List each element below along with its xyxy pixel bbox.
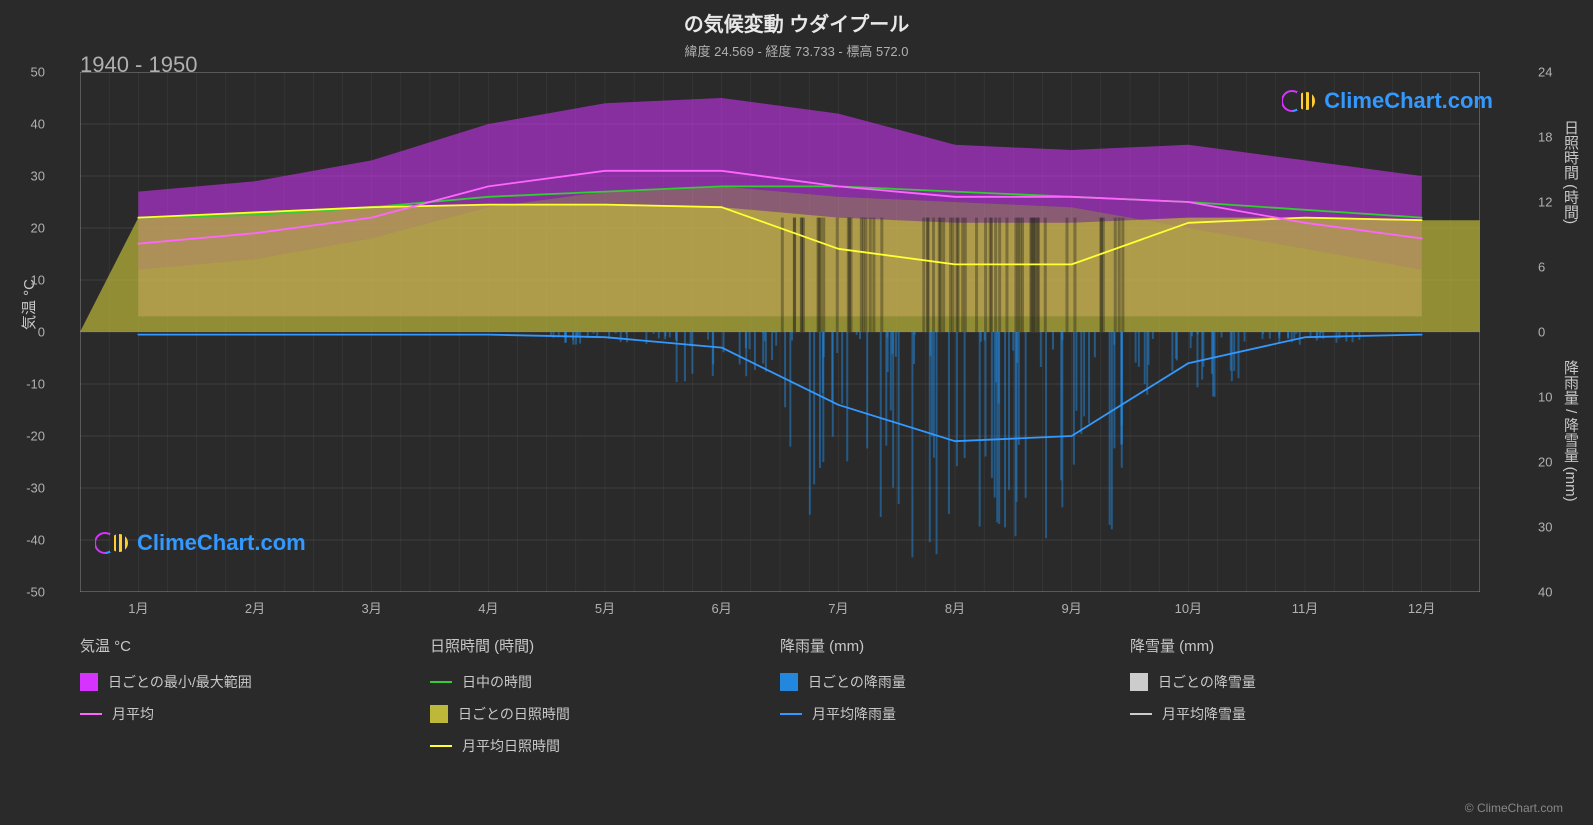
- legend-header: 気温 °C: [80, 635, 430, 656]
- legend-label: 日ごとの降雨量: [808, 672, 906, 692]
- legend-line-icon: [430, 745, 452, 747]
- y-tick-left: 20: [31, 221, 45, 236]
- y-tick-right: 0: [1538, 325, 1545, 340]
- legend-label: 日ごとの降雪量: [1158, 672, 1256, 692]
- plot-area: [80, 72, 1480, 592]
- y-tick-left: -10: [26, 377, 45, 392]
- legend-label: 月平均日照時間: [462, 736, 560, 756]
- legend-item: 月平均: [80, 704, 430, 724]
- y-tick-left: 50: [31, 65, 45, 80]
- y-tick-right: 30: [1538, 520, 1552, 535]
- legend-label: 日ごとの日照時間: [458, 704, 570, 724]
- legend-header: 降雪量 (mm): [1130, 635, 1480, 656]
- legend-label: 月平均: [112, 704, 154, 724]
- climate-chart: の気候変動 ウダイプール 緯度 24.569 - 経度 73.733 - 標高 …: [0, 0, 1593, 825]
- legend-col-sunshine: 日照時間 (時間) 日中の時間日ごとの日照時間月平均日照時間: [430, 635, 780, 768]
- y-tick-left: 40: [31, 117, 45, 132]
- x-tick: 10月: [1175, 598, 1202, 617]
- legend-item: 月平均降雨量: [780, 704, 1130, 724]
- watermark-text: ClimeChart.com: [137, 530, 306, 556]
- legend-item: 日ごとの降雪量: [1130, 672, 1480, 692]
- legend-item: 日ごとの日照時間: [430, 704, 780, 724]
- chart-subtitle: 緯度 24.569 - 経度 73.733 - 標高 572.0: [0, 37, 1593, 60]
- legend-label: 日中の時間: [462, 672, 532, 692]
- plot-svg: [80, 72, 1480, 592]
- x-tick: 3月: [362, 598, 382, 617]
- legend: 気温 °C 日ごとの最小/最大範囲月平均 日照時間 (時間) 日中の時間日ごとの日照…: [80, 635, 1480, 768]
- y-tick-left: 10: [31, 273, 45, 288]
- x-tick: 9月: [1062, 598, 1082, 617]
- x-tick: 6月: [712, 598, 732, 617]
- y-axis-right-bottom-label: 降雨量 / 降雪量 (mm): [1560, 360, 1581, 502]
- attribution: © ClimeChart.com: [1465, 801, 1563, 815]
- x-tick: 4月: [478, 598, 498, 617]
- x-tick: 8月: [945, 598, 965, 617]
- y-tick-left: -40: [26, 533, 45, 548]
- watermark-text: ClimeChart.com: [1324, 88, 1493, 114]
- legend-swatch-icon: [1130, 673, 1148, 691]
- y-tick-right: 18: [1538, 130, 1552, 145]
- legend-label: 月平均降雨量: [812, 704, 896, 724]
- legend-item: 日中の時間: [430, 672, 780, 692]
- y-tick-left: 30: [31, 169, 45, 184]
- y-tick-right: 40: [1538, 585, 1552, 600]
- x-tick: 2月: [245, 598, 265, 617]
- x-tick: 1月: [128, 598, 148, 617]
- x-tick: 7月: [828, 598, 848, 617]
- y-tick-left: 0: [38, 325, 45, 340]
- legend-header: 降雨量 (mm): [780, 635, 1130, 656]
- legend-item: 月平均降雪量: [1130, 704, 1480, 724]
- legend-col-snow: 降雪量 (mm) 日ごとの降雪量月平均降雪量: [1130, 635, 1480, 768]
- legend-line-icon: [430, 681, 452, 683]
- legend-swatch-icon: [780, 673, 798, 691]
- chart-title: の気候変動 ウダイプール: [0, 0, 1593, 37]
- legend-header: 日照時間 (時間): [430, 635, 780, 656]
- legend-swatch-icon: [80, 673, 98, 691]
- legend-swatch-icon: [430, 705, 448, 723]
- y-axis-right-top-label: 日照時間 (時間): [1560, 120, 1581, 224]
- legend-col-rain: 降雨量 (mm) 日ごとの降雨量月平均降雨量: [780, 635, 1130, 768]
- climechart-logo-icon: [1282, 88, 1318, 114]
- legend-item: 日ごとの最小/最大範囲: [80, 672, 430, 692]
- y-tick-right: 24: [1538, 65, 1552, 80]
- y-tick-right: 10: [1538, 390, 1552, 405]
- climechart-logo-icon: [95, 530, 131, 556]
- legend-line-icon: [80, 713, 102, 715]
- y-tick-right: 6: [1538, 260, 1545, 275]
- y-tick-right: 20: [1538, 455, 1552, 470]
- watermark-top: ClimeChart.com: [1282, 88, 1493, 114]
- legend-col-temp: 気温 °C 日ごとの最小/最大範囲月平均: [80, 635, 430, 768]
- watermark-bottom: ClimeChart.com: [95, 530, 306, 556]
- legend-label: 日ごとの最小/最大範囲: [108, 672, 252, 692]
- x-tick: 12月: [1408, 598, 1435, 617]
- y-tick-left: -50: [26, 585, 45, 600]
- y-tick-left: -30: [26, 481, 45, 496]
- legend-item: 月平均日照時間: [430, 736, 780, 756]
- x-tick: 5月: [595, 598, 615, 617]
- legend-item: 日ごとの降雨量: [780, 672, 1130, 692]
- legend-label: 月平均降雪量: [1162, 704, 1246, 724]
- legend-line-icon: [780, 713, 802, 715]
- x-tick: 11月: [1292, 598, 1319, 617]
- y-tick-left: -20: [26, 429, 45, 444]
- y-tick-right: 12: [1538, 195, 1552, 210]
- legend-line-icon: [1130, 713, 1152, 715]
